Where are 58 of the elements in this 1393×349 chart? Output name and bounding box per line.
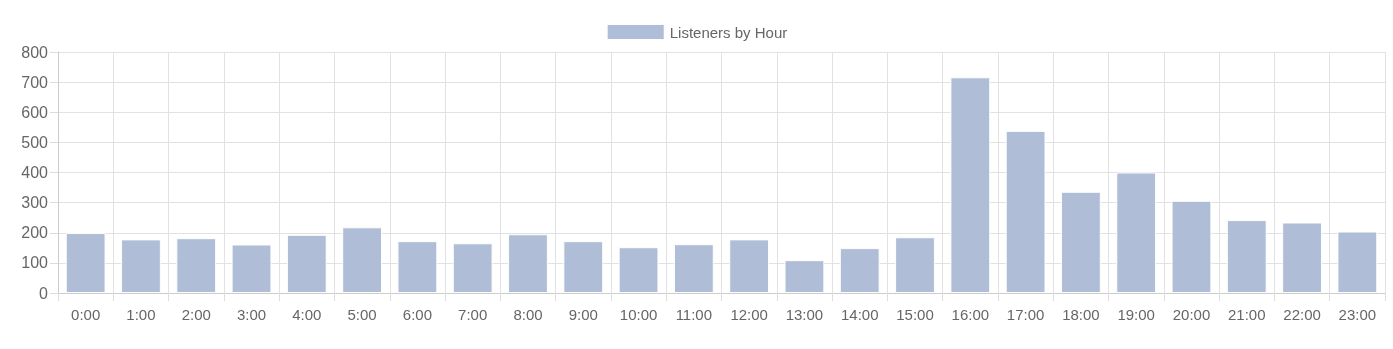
x-tick-label: 17:00 (1006, 306, 1045, 323)
x-tick-label: 0:00 (71, 306, 101, 323)
x-tick-label: 5:00 (347, 306, 377, 323)
bar (121, 239, 161, 293)
y-tick-label: 600 (21, 103, 49, 121)
bar (563, 241, 604, 293)
y-tick-label: 0 (39, 284, 49, 302)
x-tick-label: 21:00 (1228, 306, 1266, 323)
y-tick-label: 200 (21, 224, 49, 242)
x-tick-label: 18:00 (1062, 306, 1100, 323)
x-tick-label: 6:00 (402, 306, 432, 323)
bar (231, 244, 272, 293)
bar (452, 243, 493, 293)
bar (618, 247, 659, 293)
bar (950, 77, 991, 293)
bar (508, 234, 548, 293)
x-tick-label: 16:00 (951, 306, 990, 323)
x-tick-label: 11:00 (675, 306, 713, 323)
x-tick-label: 12:00 (730, 306, 768, 323)
bar (839, 248, 880, 293)
x-tick-label: 20:00 (1172, 306, 1211, 323)
bar (397, 241, 438, 293)
x-tick-label: 23:00 (1338, 306, 1377, 323)
x-tick-label: 14:00 (840, 306, 879, 323)
bar (1337, 231, 1378, 293)
bar (1171, 200, 1212, 293)
x-tick-label: 3:00 (236, 306, 267, 323)
x-tick-label: 8:00 (513, 306, 543, 323)
y-tick-label: 300 (21, 194, 49, 212)
y-tick-label: 400 (21, 164, 49, 181)
bar (729, 239, 770, 293)
bar (65, 233, 106, 293)
y-tick-label: 500 (21, 133, 49, 151)
x-tick-label: 2:00 (181, 306, 211, 323)
y-tick-label: 800 (21, 43, 49, 61)
bar (176, 238, 217, 293)
x-tick-label: 10:00 (619, 306, 658, 323)
bar (1226, 220, 1267, 293)
bar (1060, 191, 1101, 293)
x-tick-label: 13:00 (785, 306, 824, 323)
bar (1282, 222, 1322, 293)
bar (784, 260, 825, 293)
x-tick-label: 15:00 (896, 306, 934, 323)
bar (1005, 130, 1046, 293)
bar (1116, 172, 1157, 293)
x-tick-label: 1:00 (126, 306, 156, 323)
bar (673, 244, 714, 293)
y-tick-label: 700 (21, 73, 49, 91)
y-tick-label: 100 (21, 254, 49, 272)
x-tick-label: 4:00 (292, 306, 322, 323)
x-tick-label: 22:00 (1283, 306, 1321, 323)
x-tick-label: 7:00 (458, 306, 488, 323)
bar (342, 227, 383, 293)
legend-label: Listeners by Hour (669, 23, 788, 41)
x-tick-label: 19:00 (1117, 306, 1155, 323)
bar (895, 237, 935, 293)
x-tick-label: 9:00 (568, 306, 598, 323)
bar (286, 234, 327, 293)
